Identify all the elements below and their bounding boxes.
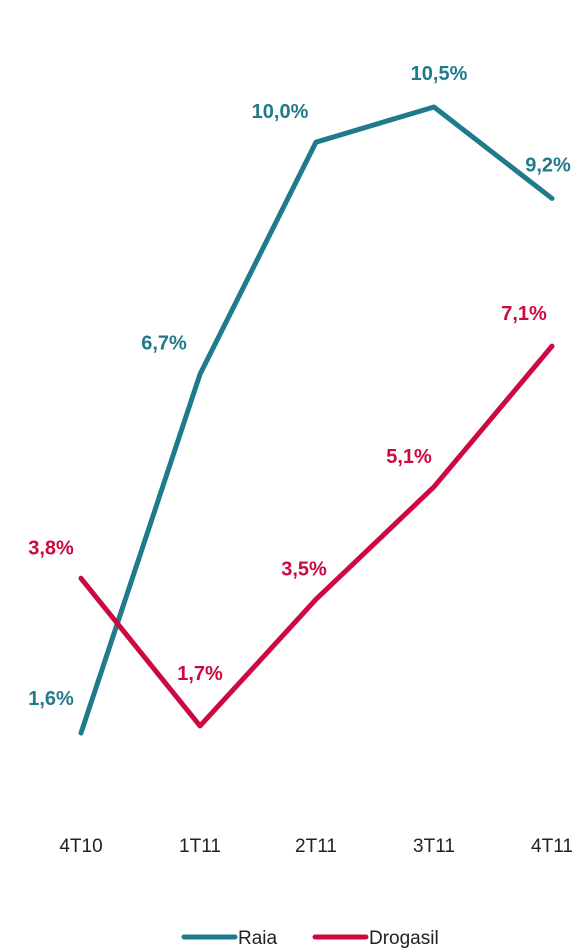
data-label-drogasil-1t11: 1,7% bbox=[177, 663, 223, 685]
x-tick-label-4t11: 4T11 bbox=[531, 836, 573, 857]
data-label-raia-4t11: 9,2% bbox=[525, 154, 571, 176]
data-label-raia-1t11: 6,7% bbox=[141, 332, 187, 354]
data-label-layer: 1,6% 6,7% 10,0% 10,5% 9,2% 3,8% 1,7% 3,5% 5,1% 7,… bbox=[28, 63, 571, 710]
data-label-raia-2t11: 10,0% bbox=[252, 101, 309, 123]
x-tick-label-2t11: 2T11 bbox=[295, 836, 337, 857]
data-label-drogasil-4t10: 3,8% bbox=[28, 537, 74, 559]
data-label-drogasil-4t11: 7,1% bbox=[501, 303, 547, 325]
x-tick-label-1t11: 1T11 bbox=[179, 836, 221, 857]
legend-label-drogasil: Drogasil bbox=[369, 928, 439, 949]
legend: Raia Drogasil bbox=[181, 928, 439, 949]
legend-label-raia: Raia bbox=[238, 928, 278, 949]
data-label-raia-4t10: 1,6% bbox=[28, 688, 74, 710]
data-label-drogasil-2t11: 3,5% bbox=[281, 558, 327, 580]
series-line-drogasil bbox=[78, 343, 555, 729]
x-tick-label-3t11: 3T11 bbox=[413, 836, 455, 857]
data-label-drogasil-3t11: 5,1% bbox=[386, 446, 432, 468]
series-line-raia bbox=[78, 104, 555, 736]
x-tick-label-4t10: 4T10 bbox=[59, 836, 102, 857]
series-layer bbox=[78, 104, 555, 736]
data-label-raia-3t11: 10,5% bbox=[411, 63, 468, 85]
x-axis-tick-labels: 4T10 1T11 2T11 3T11 4T11 bbox=[59, 836, 573, 857]
